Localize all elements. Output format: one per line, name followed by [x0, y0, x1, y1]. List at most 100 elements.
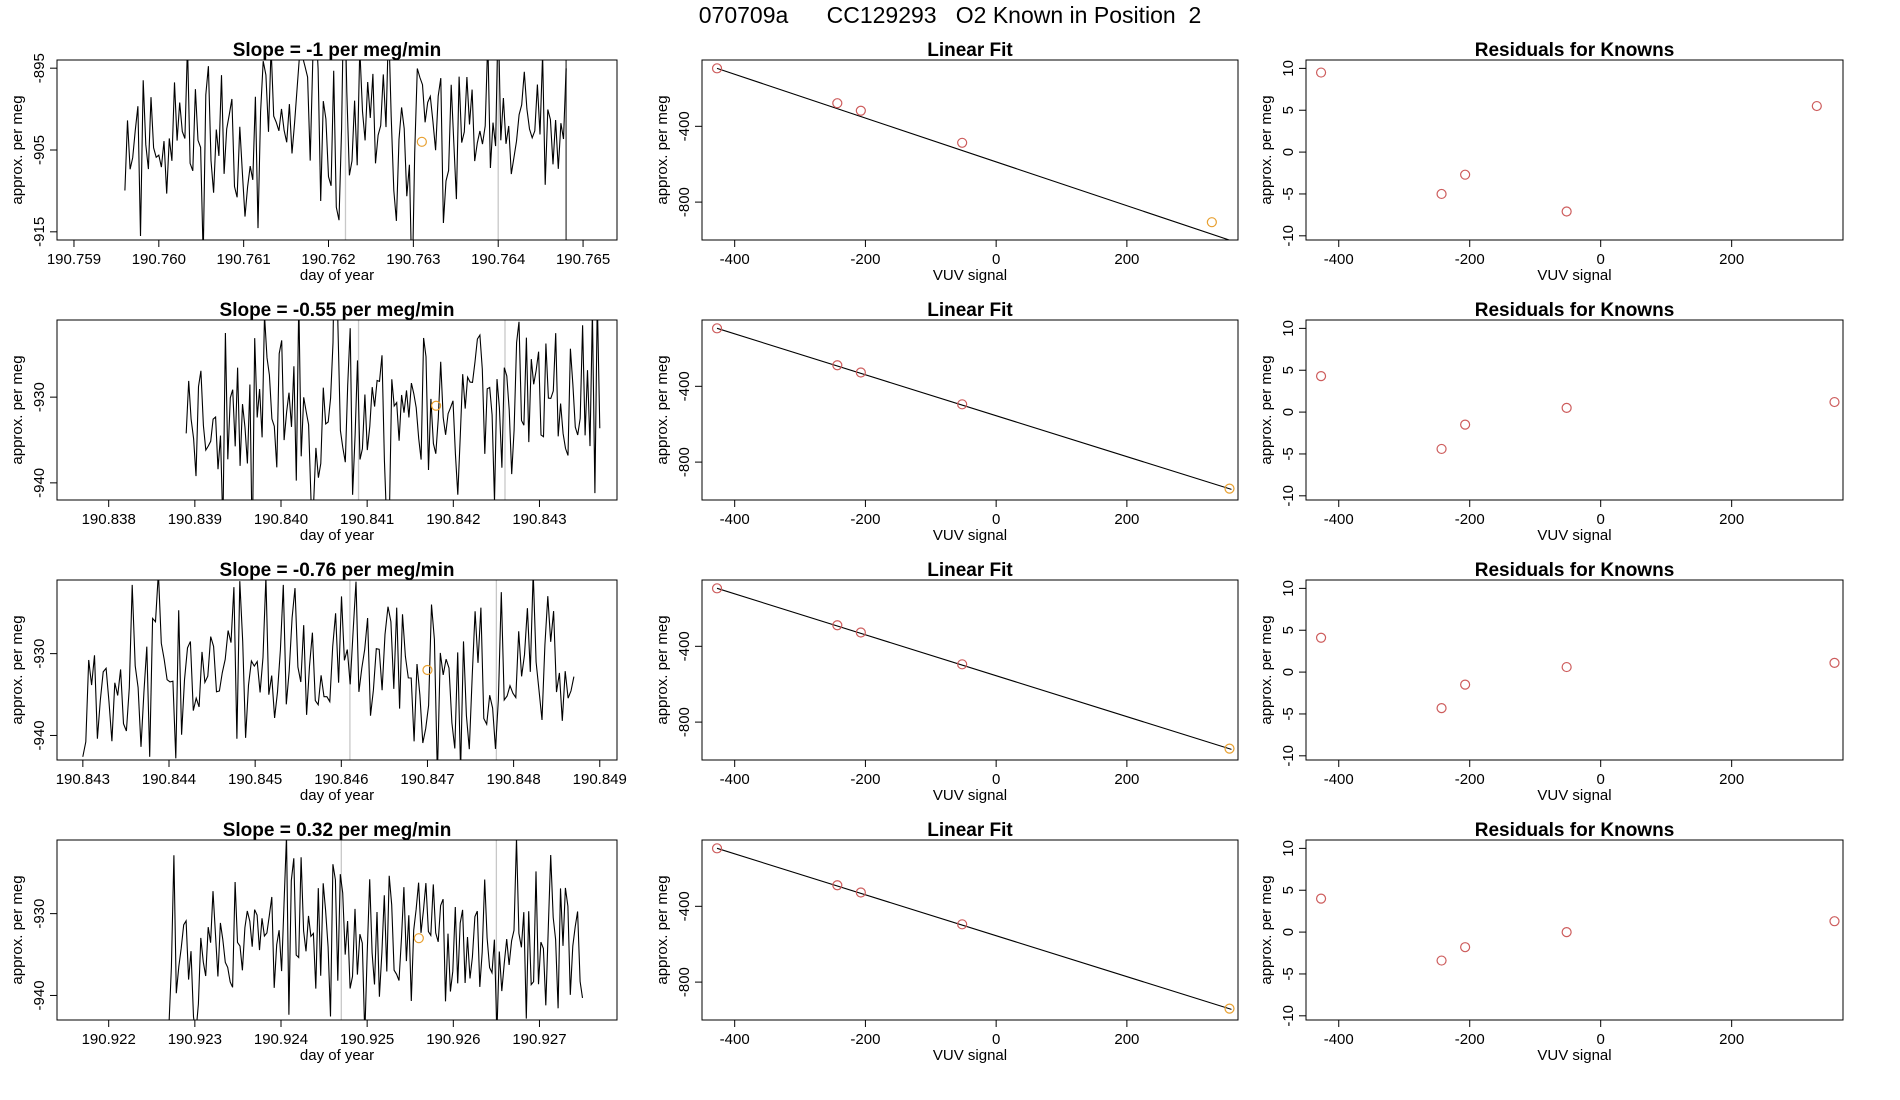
x-tick-label: 190.844: [142, 771, 196, 788]
fit-line: [716, 327, 1232, 490]
data-layer: [711, 63, 1231, 240]
y-tick-label: -905: [31, 135, 48, 165]
highlight-point: [430, 400, 442, 411]
y-tick-label: -800: [676, 187, 693, 217]
residual-point: [1561, 402, 1572, 414]
panel-linear_fit: Linear Fit -400 -200 0 200 -800 -400 VUV signal…: [654, 820, 1239, 1064]
y-tick-label: -10: [1280, 485, 1297, 507]
x-axis-label: VUV signal: [933, 267, 1007, 284]
y-axis-label: approx. per meg: [9, 875, 26, 984]
x-axis-label: VUV signal: [933, 1047, 1007, 1064]
x-tick-label: -200: [1455, 511, 1485, 528]
panel-residuals: Residuals for Knowns -400 -200 0 200 -10 -5 0 5 1…: [1258, 300, 1844, 544]
y-tick-label: -940: [31, 720, 48, 750]
y-tick-label: -400: [676, 111, 693, 141]
x-tick-label: 200: [1114, 511, 1139, 528]
plot-frame: [1305, 59, 1844, 241]
panel-title: Linear Fit: [927, 300, 1013, 321]
residual-point: [1829, 396, 1840, 408]
plot-frame: [56, 319, 618, 501]
x-axis-label: day of year: [300, 527, 374, 544]
fit-line: [716, 587, 1232, 750]
x-tick-label: 190.841: [340, 511, 394, 528]
x-tick-label: -400: [720, 511, 750, 528]
panel-title: Linear Fit: [927, 820, 1013, 841]
y-tick-label: 0: [1280, 668, 1297, 676]
panel-timeseries: Slope = -1 per meg/min 190.759 190.760 190.…: [9, 40, 618, 284]
plot-frame: [1305, 579, 1844, 761]
y-tick-label: -800: [676, 707, 693, 737]
data-point: [711, 63, 723, 74]
x-tick-label: -200: [1455, 771, 1485, 788]
residual-point: [1315, 632, 1327, 643]
y-tick-label: -940: [31, 980, 48, 1010]
x-tick-label: 200: [1719, 1031, 1744, 1048]
x-tick-label: 190.840: [254, 511, 308, 528]
residual-point: [1561, 206, 1572, 217]
x-tick-label: 0: [992, 1031, 1000, 1048]
x-tick-label: 190.925: [340, 1031, 394, 1048]
data-point: [832, 360, 843, 371]
x-tick-label: 0: [992, 511, 1000, 528]
y-tick-label: -10: [1280, 745, 1297, 767]
residual-point: [1460, 942, 1471, 953]
panel-title: Linear Fit: [927, 40, 1013, 61]
y-tick-label: 5: [1280, 106, 1297, 114]
panel-linear_fit: Linear Fit -400 -200 0 200 -800 -400 VUV signal…: [654, 560, 1239, 804]
residual-point: [1829, 657, 1840, 668]
x-tick-label: -200: [850, 1031, 880, 1048]
x-tick-label: -400: [1324, 511, 1354, 528]
y-axis-label: approx. per meg: [654, 95, 671, 204]
x-tick-label: 190.843: [56, 771, 110, 788]
data-layer: [185, 320, 601, 500]
panel-title: Slope = 0.32 per meg/min: [223, 820, 452, 841]
x-tick-label: 190.849: [573, 771, 627, 788]
data-point: [832, 620, 843, 631]
plot-frame: [701, 319, 1239, 501]
y-tick-label: -400: [676, 891, 693, 921]
residual-point: [1829, 916, 1840, 927]
x-tick-label: 200: [1719, 251, 1744, 268]
x-tick-label: -200: [1455, 1031, 1485, 1048]
x-tick-label: 200: [1719, 771, 1744, 788]
y-tick-label: -930: [31, 899, 48, 929]
x-axis-label: VUV signal: [1537, 787, 1611, 804]
data-point: [855, 627, 866, 638]
x-tick-label: -400: [1324, 771, 1354, 788]
y-tick-label: 10: [1280, 320, 1297, 337]
data-point: [832, 880, 843, 891]
series-line: [168, 840, 584, 1020]
x-tick-label: 0: [992, 251, 1000, 268]
y-axis-label: approx. per meg: [9, 355, 26, 464]
x-tick-label: 190.761: [217, 251, 271, 268]
y-tick-label: 0: [1280, 928, 1297, 936]
y-tick-label: -5: [1280, 967, 1297, 980]
data-point: [1224, 1003, 1235, 1014]
data-point: [957, 399, 968, 410]
plot-frame: [56, 579, 618, 761]
y-axis-label: approx. per meg: [1258, 355, 1275, 464]
y-axis-label: approx. per meg: [654, 615, 671, 724]
y-tick-label: -930: [31, 639, 48, 669]
data-point: [957, 659, 968, 670]
y-tick-label: 0: [1280, 148, 1297, 156]
x-tick-label: 190.762: [301, 251, 355, 268]
residual-point: [1436, 188, 1447, 200]
panel-residuals: Residuals for Knowns -400 -200 0 200 -10 -5 0 5 1…: [1258, 820, 1844, 1064]
x-tick-label: 190.922: [82, 1031, 136, 1048]
data-point: [855, 367, 866, 378]
x-axis-label: VUV signal: [933, 787, 1007, 804]
y-axis-label: approx. per meg: [1258, 95, 1275, 204]
x-axis-label: VUV signal: [1537, 267, 1611, 284]
x-tick-label: -200: [1455, 251, 1485, 268]
panel-residuals: Residuals for Knowns -400 -200 0 200 -10 -5 0 5 1…: [1258, 40, 1844, 284]
page-title: 070709a CC129293 O2 Known in Position 2: [698, 2, 1202, 28]
y-tick-label: 5: [1280, 886, 1297, 894]
x-tick-label: 200: [1114, 771, 1139, 788]
x-axis-label: VUV signal: [1537, 527, 1611, 544]
y-tick-label: -5: [1280, 447, 1297, 460]
panel-title: Slope = -1 per meg/min: [233, 40, 442, 61]
data-layer: [82, 580, 575, 760]
residual-point: [1315, 370, 1327, 382]
